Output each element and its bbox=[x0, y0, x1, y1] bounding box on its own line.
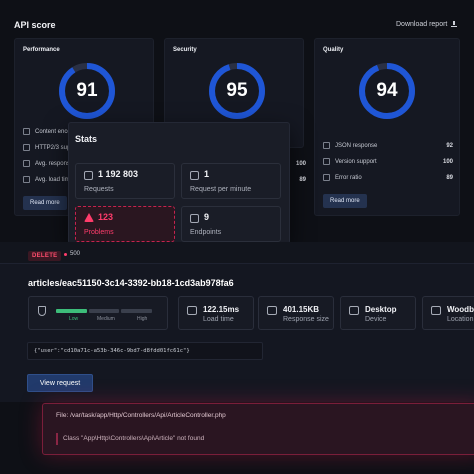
method-badge: DELETE bbox=[28, 251, 62, 261]
level-segment-low bbox=[56, 309, 87, 313]
quality-score: 94 bbox=[376, 80, 398, 101]
metric-http: HTTP2/3 sup bbox=[23, 144, 170, 151]
stat-requests[interactable]: 1 192 803 Requests bbox=[75, 163, 175, 199]
metric-avg-load: Avg. load tim 89 bbox=[23, 176, 306, 183]
load-time-value: 122.15ms bbox=[203, 305, 240, 314]
shield-icon bbox=[38, 306, 46, 316]
tag-icon bbox=[84, 171, 93, 180]
metric-value: 100 bbox=[295, 160, 306, 167]
metric-icon bbox=[323, 142, 330, 149]
clock-icon bbox=[187, 306, 197, 315]
response-size-tile: 401.15KB Response size bbox=[258, 296, 334, 330]
metric-icon bbox=[23, 160, 30, 167]
load-time-label: Load time bbox=[203, 316, 234, 323]
performance-title: Performance bbox=[23, 47, 60, 53]
metric-icon bbox=[323, 158, 330, 165]
warning-icon bbox=[84, 213, 94, 222]
location-value: Woodb bbox=[447, 305, 474, 314]
metric-version-support: Version support 100 bbox=[323, 158, 453, 165]
metric-value: 92 bbox=[446, 142, 453, 149]
download-report-label: Download report bbox=[396, 21, 448, 28]
stat-value: 9 bbox=[204, 212, 210, 222]
quality-gauge: 94 bbox=[357, 61, 417, 121]
level-label-low: Low bbox=[69, 316, 79, 322]
metric-value: 89 bbox=[446, 174, 453, 181]
status-dot-icon bbox=[64, 252, 67, 256]
monitor-icon bbox=[349, 306, 359, 315]
download-report-button[interactable]: Download report bbox=[396, 21, 458, 28]
metric-content-encoding: Content enco bbox=[23, 128, 170, 135]
performance-gauge: 91 bbox=[57, 61, 117, 121]
response-size-value: 401.15KB bbox=[283, 305, 320, 314]
request-header-bar bbox=[0, 242, 474, 264]
metric-label: Content enco bbox=[35, 128, 71, 135]
metric-value: 100 bbox=[442, 158, 453, 165]
error-message: Class "App\Http\Controllers\Api\Article"… bbox=[56, 433, 204, 445]
stat-problems[interactable]: 123 Problems bbox=[75, 206, 175, 242]
device-tile: Desktop Device bbox=[340, 296, 416, 330]
quality-title: Quality bbox=[323, 47, 344, 53]
quality-read-more-button[interactable]: Read more bbox=[323, 194, 367, 208]
endpoints-icon bbox=[190, 214, 199, 223]
stat-endpoints[interactable]: 9 Endpoints bbox=[181, 206, 281, 242]
level-segment-medium bbox=[88, 309, 120, 313]
page-title: API score bbox=[14, 20, 56, 30]
level-label-high: High bbox=[137, 316, 148, 322]
risk-level-bar bbox=[56, 309, 153, 313]
load-time-tile: 122.15ms Load time bbox=[178, 296, 254, 330]
metric-label: Error ratio bbox=[335, 174, 362, 181]
performance-score: 91 bbox=[76, 80, 98, 101]
error-panel bbox=[42, 403, 474, 455]
stat-value: 1 192 803 bbox=[98, 169, 139, 179]
level-segment-high bbox=[121, 309, 153, 313]
database-icon bbox=[267, 306, 277, 315]
level-label-medium: Medium bbox=[97, 316, 115, 322]
stat-requests-per-minute[interactable]: 1 Request per minute bbox=[181, 163, 281, 199]
metric-label: JSON response bbox=[335, 142, 378, 149]
risk-level-tile bbox=[28, 296, 168, 330]
device-label: Device bbox=[365, 316, 387, 323]
metric-icon bbox=[23, 144, 30, 151]
response-size-label: Response size bbox=[283, 316, 329, 323]
stat-label: Requests bbox=[84, 186, 114, 193]
stat-label: Problems bbox=[84, 229, 114, 236]
location-tile: Woodb Location bbox=[422, 296, 474, 330]
status-code: 500 bbox=[64, 251, 80, 257]
quality-card: Quality 94 JSON response 92 Version supp… bbox=[314, 38, 460, 216]
download-icon bbox=[451, 21, 458, 28]
stats-title: Stats bbox=[75, 134, 98, 144]
request-json: {"user":"cd10a71c-a53b-346c-9bd7-d8fdd01… bbox=[27, 342, 263, 360]
metric-icon bbox=[23, 176, 30, 183]
performance-read-more-button[interactable]: Read more bbox=[23, 196, 67, 210]
warning-icon bbox=[323, 174, 330, 181]
metric-value: 89 bbox=[299, 176, 306, 183]
security-title: Security bbox=[173, 47, 197, 53]
error-file: File: /var/task/app/Http/Controllers/Api… bbox=[56, 412, 226, 419]
metric-label: Version support bbox=[335, 158, 377, 165]
metric-icon bbox=[23, 128, 30, 135]
request-path: articles/eac51150-3c14-3392-bb18-1cd3ab9… bbox=[28, 278, 234, 288]
location-pin-icon bbox=[431, 306, 441, 315]
stat-label: Endpoints bbox=[190, 229, 222, 236]
metric-avg-response: Avg. respons 100 bbox=[23, 160, 306, 167]
metric-label: Avg. load tim bbox=[35, 176, 70, 183]
clock-icon bbox=[190, 171, 199, 180]
security-score: 95 bbox=[226, 80, 248, 101]
view-request-button[interactable]: View request bbox=[27, 374, 93, 392]
metric-label: HTTP2/3 sup bbox=[35, 144, 71, 151]
security-gauge: 95 bbox=[207, 61, 267, 121]
status-code-value: 500 bbox=[70, 251, 81, 257]
device-value: Desktop bbox=[365, 305, 397, 314]
stats-panel: Stats 1 192 803 Requests 1 Request per m… bbox=[68, 122, 290, 244]
metric-json-response: JSON response 92 bbox=[323, 142, 453, 149]
metric-error-ratio: Error ratio 89 bbox=[323, 174, 453, 181]
stat-label: Request per minute bbox=[190, 186, 252, 193]
metric-label: Avg. respons bbox=[35, 160, 70, 167]
location-label: Location bbox=[447, 316, 474, 323]
stat-value: 123 bbox=[98, 212, 114, 222]
stat-value: 1 bbox=[204, 169, 210, 179]
